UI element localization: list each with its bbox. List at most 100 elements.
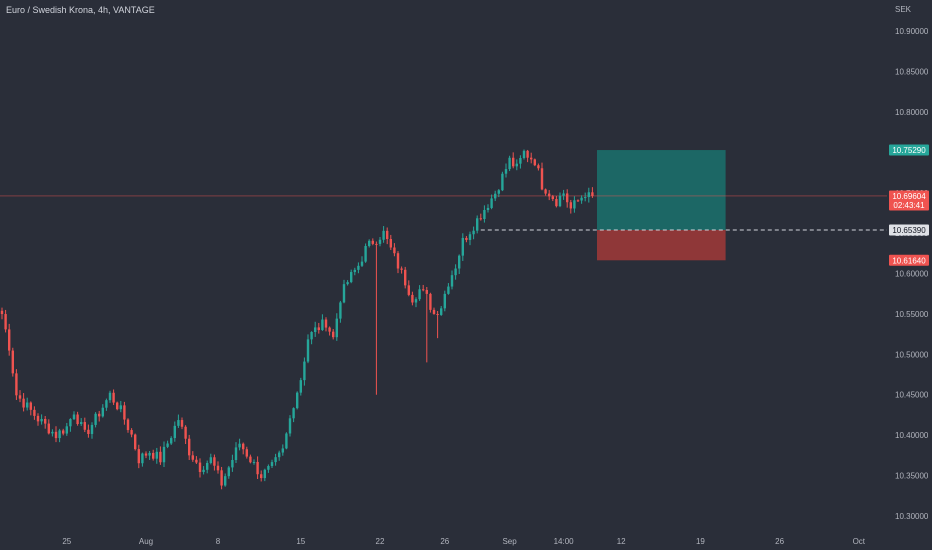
candle-body: [119, 405, 122, 410]
candle-body: [98, 413, 101, 417]
price-tick-label: 10.90000: [895, 27, 929, 36]
candle-body: [281, 448, 284, 453]
candle-body: [105, 400, 108, 408]
time-axis[interactable]: 25 Aug 8 15 22 26 Sep 14:00 12 19 26 Oct: [62, 537, 865, 546]
entry-price-label-bg: [889, 224, 929, 236]
candle-body: [206, 462, 209, 470]
price-tick-label: 10.35000: [895, 471, 929, 480]
candle-body: [54, 431, 58, 439]
candle-body: [213, 457, 216, 466]
candle-body: [252, 461, 256, 463]
candle-body: [569, 202, 572, 209]
candle-body: [65, 426, 68, 434]
chart-title: Euro / Swedish Krona, 4h, VANTAGE: [6, 5, 155, 15]
candle-body: [501, 173, 504, 191]
candle-body: [350, 272, 353, 283]
candle-body: [368, 240, 371, 246]
candle-body: [155, 451, 158, 459]
candle-body: [411, 294, 414, 303]
candle-body: [382, 230, 385, 240]
candle-body: [72, 414, 76, 420]
candle-body: [389, 238, 392, 248]
candle-body: [321, 319, 324, 331]
candle-body: [515, 163, 518, 167]
candle-body: [116, 402, 119, 410]
candle-body: [393, 247, 396, 254]
candle-body: [396, 253, 400, 269]
candle-body: [238, 443, 241, 448]
candle-body: [130, 430, 133, 435]
candle-body: [490, 198, 493, 208]
time-tick-label: Sep: [502, 537, 517, 546]
candle-body: [375, 243, 378, 245]
stop-zone[interactable]: [597, 230, 726, 261]
candle-body: [69, 419, 72, 427]
candle-body: [432, 309, 436, 314]
candle-body: [249, 456, 252, 463]
candle-body: [33, 409, 36, 416]
candle-body: [260, 474, 263, 479]
candle-body: [551, 196, 554, 200]
candle-body: [429, 293, 432, 310]
candle-body: [386, 230, 389, 239]
candle-body: [404, 269, 407, 286]
price-tick-label: 10.30000: [895, 512, 929, 521]
candle-body: [504, 169, 508, 174]
candle-body: [573, 200, 576, 209]
candle-body: [220, 470, 223, 486]
candle-body: [202, 469, 205, 473]
candle-body: [508, 157, 511, 170]
candle-body: [40, 418, 43, 422]
candle-body: [540, 168, 544, 190]
candle-body: [83, 422, 86, 430]
time-tick-label: 22: [376, 537, 385, 546]
candle-body: [278, 452, 281, 458]
price-axis[interactable]: 10.30000 10.35000 10.40000 10.45000 10.50000…: [895, 27, 929, 521]
candle-body: [533, 159, 536, 166]
candle-body: [22, 398, 25, 408]
candle-body: [447, 286, 450, 294]
candle-body: [310, 332, 313, 340]
candle-body: [267, 466, 270, 470]
current-price-label: 10.69604: [892, 192, 926, 201]
price-tick-label: 10.60000: [895, 270, 929, 279]
candle-body: [152, 452, 155, 459]
price-tick-label: 10.50000: [895, 350, 929, 359]
candle-body: [162, 446, 166, 463]
candle-body: [468, 234, 472, 240]
candle-body: [364, 245, 367, 262]
candle-body: [562, 193, 565, 196]
candle-body: [483, 210, 486, 219]
candle-body: [576, 200, 580, 202]
candle-body: [407, 285, 410, 295]
position-zones: [597, 150, 726, 261]
candle-body: [450, 275, 454, 287]
target-zone[interactable]: [597, 150, 726, 231]
current-price-label-bg: [889, 190, 929, 211]
candle-body: [357, 265, 360, 270]
candle-body: [317, 327, 320, 331]
candle-body: [58, 430, 61, 439]
candle-body: [0, 310, 4, 315]
candle-body: [184, 426, 187, 439]
candle-body: [472, 230, 475, 235]
currency-unit: SEK: [895, 5, 912, 14]
candle-body: [519, 158, 522, 164]
candle-body: [90, 424, 94, 434]
candle-body: [497, 190, 500, 194]
candle-body: [231, 459, 234, 468]
time-tick-label: 26: [775, 537, 784, 546]
candle-body: [101, 407, 104, 417]
price-tick-label: 10.40000: [895, 431, 929, 440]
candle-body: [339, 302, 342, 319]
candle-body: [566, 193, 569, 203]
candle-body: [195, 459, 198, 463]
price-lines: [0, 195, 887, 231]
time-tick-label: Oct: [853, 537, 866, 546]
candle-body: [465, 237, 468, 240]
time-tick-label: 8: [216, 537, 221, 546]
candle-body: [76, 414, 79, 425]
candle-body: [479, 218, 482, 220]
